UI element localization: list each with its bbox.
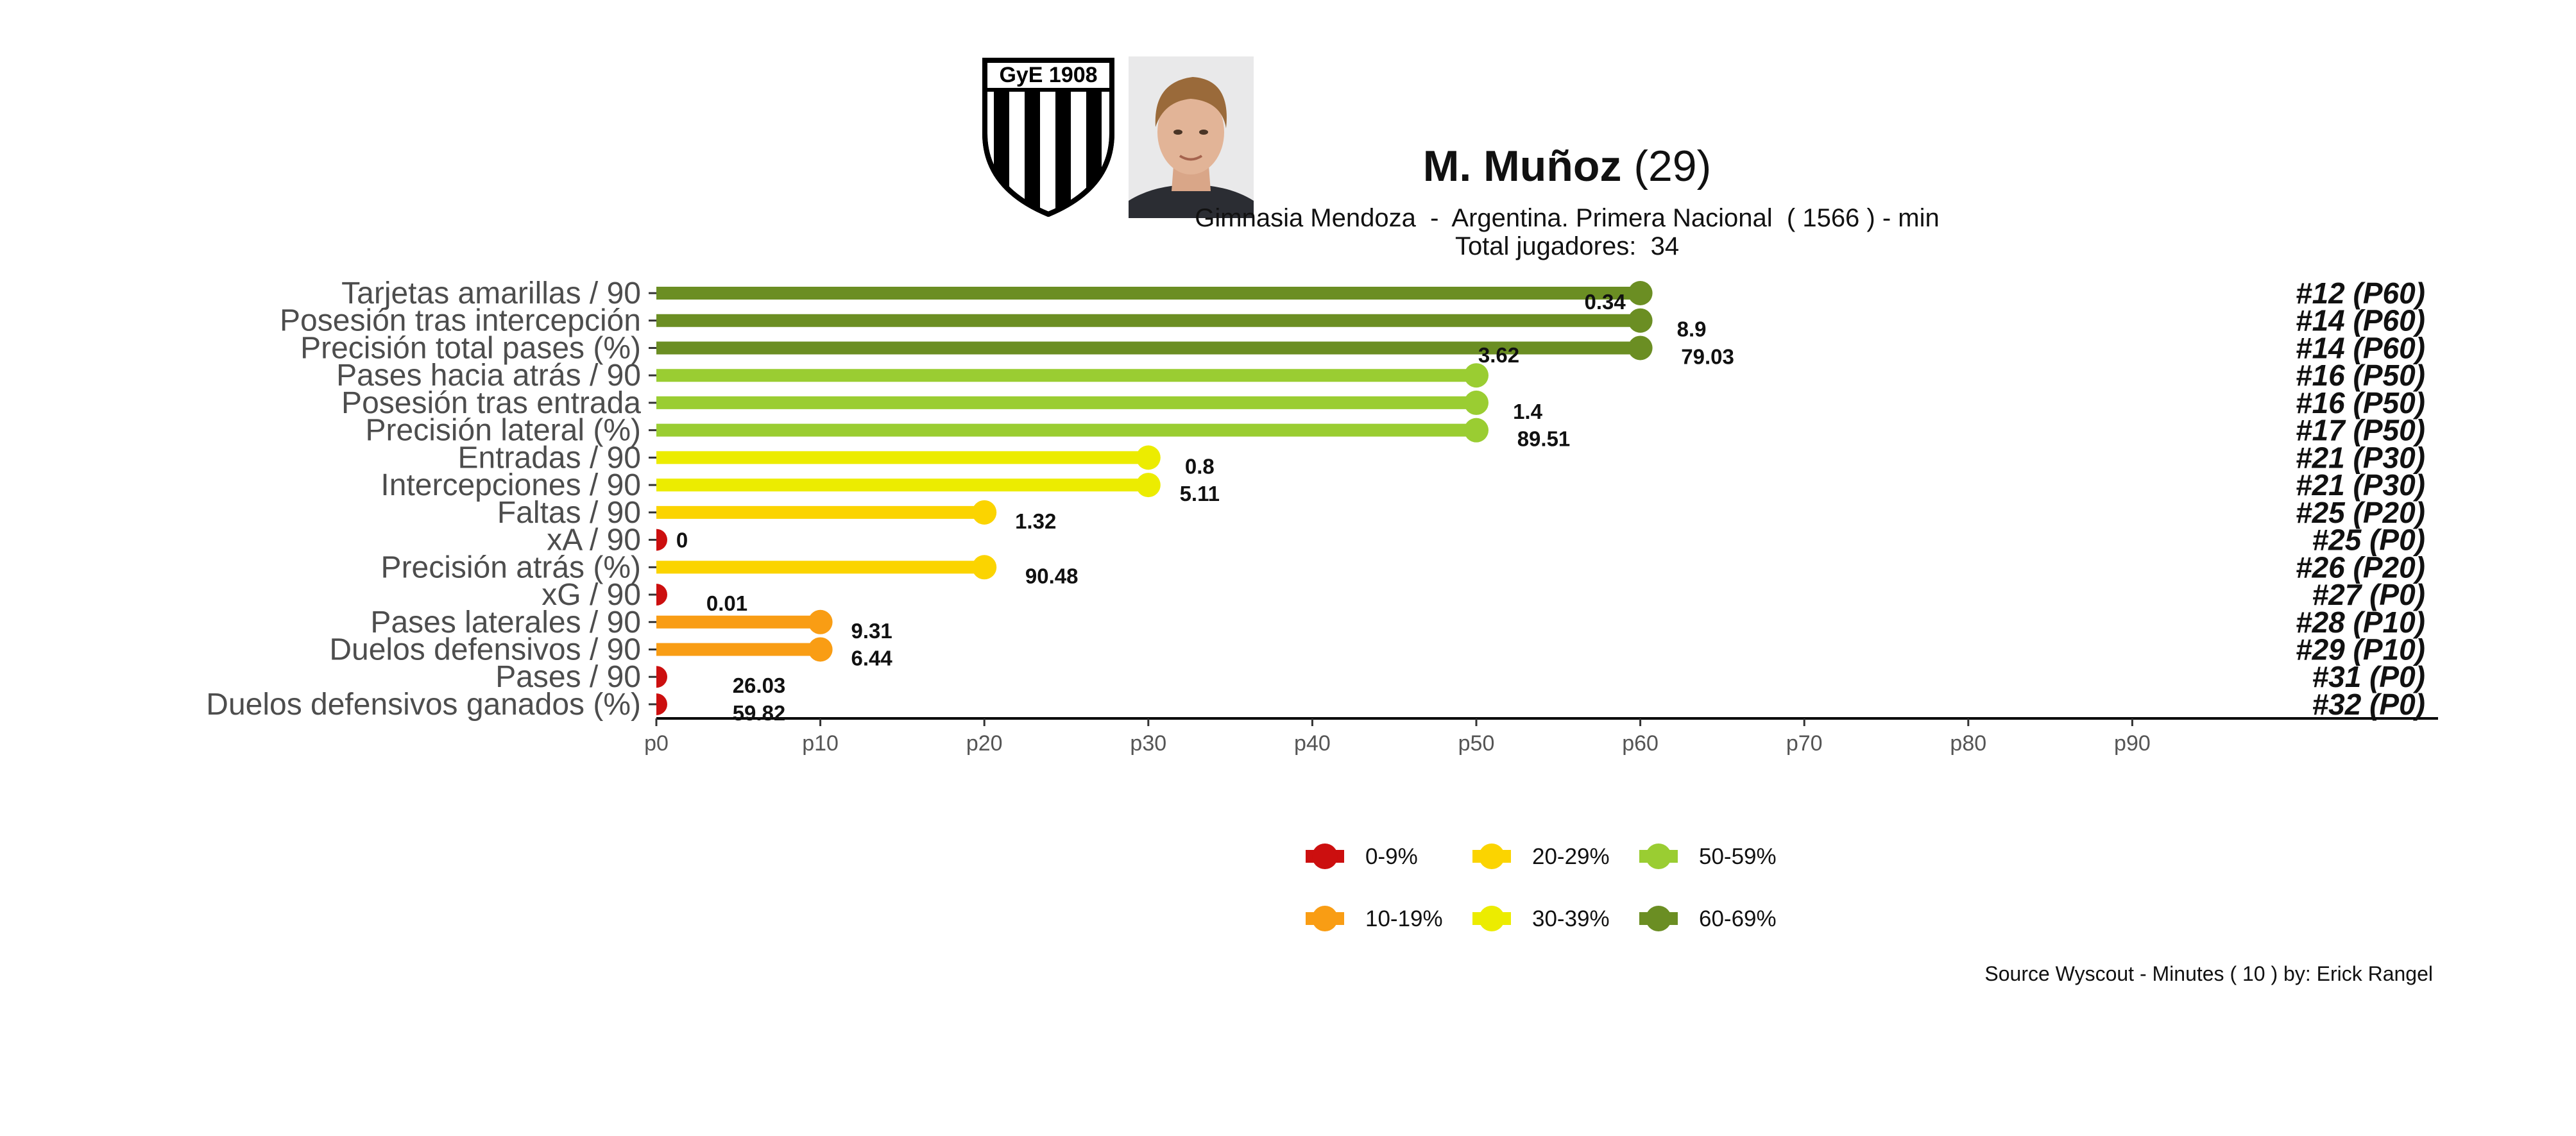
metric-label: Precisión atrás (%) (381, 550, 641, 584)
lollipop-dot (972, 555, 997, 580)
lollipop-dot (1464, 363, 1488, 388)
legend-label: 0-9% (1365, 844, 1418, 869)
x-tick-label: p10 (802, 731, 839, 756)
rank-label: #14 (P60) (2296, 331, 2425, 364)
rank-label: #25 (P0) (2312, 523, 2425, 557)
lollipop-dot (1628, 281, 1653, 305)
lollipop-dot (656, 666, 667, 688)
legend-label: 50-59% (1699, 844, 1777, 869)
value-label: 0.01 (706, 591, 747, 615)
rank-label: #27 (P0) (2312, 578, 2425, 611)
legend-label: 30-39% (1532, 906, 1610, 931)
subtitle: Gimnasia Mendoza - Argentina. Primera Na… (1195, 204, 1940, 232)
legend-label: 10-19% (1365, 906, 1443, 931)
metric-label: Posesión tras entrada (341, 386, 641, 420)
lollipop-dot (1136, 473, 1161, 498)
legend-key-dot (1312, 906, 1338, 931)
value-label: 3.62 (1478, 343, 1519, 367)
value-label: 6.44 (851, 646, 892, 670)
value-label: 0.34 (1584, 290, 1626, 314)
lollipop-dot (656, 529, 667, 551)
x-tick-label: p50 (1458, 731, 1495, 756)
rank-label: #32 (P0) (2312, 688, 2425, 721)
metric-label: Intercepciones / 90 (380, 468, 641, 502)
rank-label: #14 (P60) (2296, 304, 2425, 337)
metric-label: Entradas / 90 (457, 441, 641, 475)
lollipop-dot (808, 609, 833, 634)
value-label: 9.31 (851, 619, 892, 643)
lollipop-dot (656, 584, 667, 606)
metric-label: xG / 90 (542, 578, 641, 612)
value-label: 1.4 (1513, 400, 1543, 423)
value-label: 90.48 (1025, 564, 1079, 588)
x-tick-label: p60 (1622, 731, 1659, 756)
rank-label: #17 (P50) (2296, 414, 2425, 447)
crest-text: GyE 1908 (999, 63, 1097, 87)
metric-label: Pases laterales / 90 (370, 606, 641, 640)
metric-label: Duelos defensivos ganados (%) (206, 688, 641, 722)
legend-label: 20-29% (1532, 844, 1610, 869)
value-label: 0.8 (1185, 454, 1215, 478)
page-title: M. Muñoz (29) (0, 141, 2576, 191)
value-label: 0 (676, 529, 688, 552)
rank-label: #26 (P20) (2296, 550, 2425, 584)
rank-label: #21 (P30) (2296, 441, 2425, 474)
value-label: 8.9 (1677, 318, 1707, 341)
source-caption: Source Wyscout - Minutes ( 10 ) by: Eric… (1984, 962, 2433, 985)
total-players: Total jugadores: 34 (1454, 232, 1680, 260)
rank-label: #29 (P10) (2296, 632, 2425, 666)
metric-label: Tarjetas amarillas / 90 (341, 276, 641, 310)
metric-label: Duelos defensivos / 90 (329, 632, 641, 666)
x-tick-label: p80 (1950, 731, 1986, 756)
rank-label: #28 (P10) (2296, 606, 2425, 639)
rank-label: #16 (P50) (2296, 386, 2425, 420)
lollipop-dot (808, 637, 833, 662)
lollipop-dot (972, 500, 997, 525)
metric-label: Posesión tras intercepción (280, 304, 641, 338)
legend-key-dot (1479, 844, 1505, 869)
lollipop-dot (656, 693, 667, 715)
rank-label: #31 (P0) (2312, 660, 2425, 693)
value-label: 89.51 (1517, 427, 1571, 451)
club-crest: GyE 1908 (982, 58, 1114, 217)
x-tick-label: p90 (2114, 731, 2151, 756)
x-tick-label: p0 (644, 731, 669, 756)
legend-key-dot (1646, 906, 1671, 931)
metric-label: Pases hacia atrás / 90 (336, 359, 641, 393)
value-label: 5.11 (1180, 482, 1220, 505)
metric-label: Faltas / 90 (497, 496, 641, 530)
value-label: 26.03 (733, 674, 786, 697)
rank-label: #25 (P20) (2296, 496, 2425, 529)
metric-label: Precisión lateral (%) (366, 414, 641, 448)
legend-key-dot (1479, 906, 1505, 931)
lollipop-dot (1628, 335, 1653, 360)
rank-label: #16 (P50) (2296, 359, 2425, 392)
metric-label: Precisión total pases (%) (300, 331, 641, 365)
legend-key-dot (1646, 844, 1671, 869)
x-tick-label: p30 (1130, 731, 1166, 756)
lollipop-dot (1464, 390, 1488, 415)
lollipop-dot (1136, 445, 1161, 470)
player-photo (1129, 56, 1254, 218)
player-age: (29) (1633, 142, 1712, 191)
x-tick-label: p20 (966, 731, 1003, 756)
value-label: 79.03 (1681, 344, 1734, 368)
player-name: M. Muñoz (1422, 142, 1622, 191)
value-label: 59.82 (733, 701, 786, 725)
x-tick-label: p40 (1294, 731, 1331, 756)
metric-label: Pases / 90 (495, 660, 641, 694)
lollipop-dot (1628, 308, 1653, 333)
lollipop-dot (1464, 418, 1488, 443)
value-label: 1.32 (1015, 509, 1056, 533)
legend-key-dot (1312, 844, 1338, 869)
rank-label: #21 (P30) (2296, 468, 2425, 502)
legend-label: 60-69% (1699, 906, 1777, 931)
metric-label: xA / 90 (547, 523, 641, 557)
rank-label: #12 (P60) (2296, 276, 2425, 310)
x-tick-label: p70 (1786, 731, 1823, 756)
